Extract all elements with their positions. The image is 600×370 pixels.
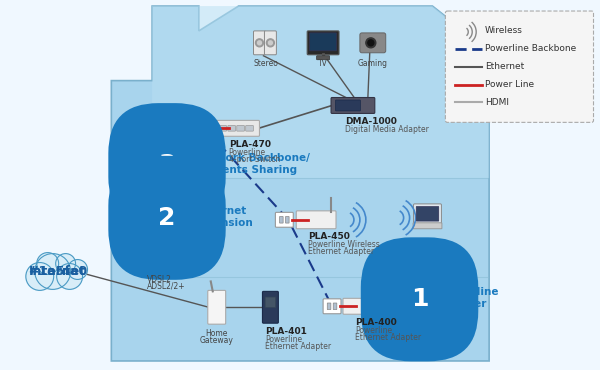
FancyBboxPatch shape (333, 303, 337, 310)
FancyBboxPatch shape (265, 297, 275, 307)
Circle shape (37, 253, 59, 275)
Text: PLA-401: PLA-401 (265, 327, 307, 336)
Text: #1a5fa0: #1a5fa0 (28, 265, 87, 278)
Text: 1: 1 (411, 287, 428, 311)
Text: Powerline: Powerline (229, 148, 266, 157)
FancyBboxPatch shape (407, 280, 430, 300)
Text: Contents Sharing: Contents Sharing (195, 165, 297, 175)
FancyBboxPatch shape (286, 216, 289, 223)
FancyBboxPatch shape (219, 125, 226, 131)
FancyBboxPatch shape (392, 283, 404, 309)
Text: Home: Home (206, 329, 228, 338)
FancyBboxPatch shape (317, 56, 329, 60)
FancyBboxPatch shape (208, 290, 226, 324)
FancyBboxPatch shape (416, 206, 439, 221)
Text: VDSL2: VDSL2 (147, 275, 172, 284)
FancyBboxPatch shape (360, 33, 386, 53)
Text: Network Backbone/: Network Backbone/ (195, 153, 310, 163)
FancyBboxPatch shape (331, 98, 375, 114)
Text: Powerline Backbone: Powerline Backbone (485, 44, 577, 53)
Text: Gaming: Gaming (358, 59, 388, 68)
Text: TV: TV (318, 59, 328, 68)
FancyBboxPatch shape (206, 125, 209, 132)
FancyBboxPatch shape (310, 33, 337, 51)
Circle shape (68, 260, 88, 279)
Text: 4-port Switch: 4-port Switch (229, 155, 280, 164)
Text: ADSL2/2+: ADSL2/2+ (147, 282, 186, 291)
Circle shape (366, 38, 376, 48)
Circle shape (368, 40, 374, 46)
Text: Ethernet Adapter: Ethernet Adapter (308, 247, 374, 256)
FancyBboxPatch shape (296, 211, 336, 229)
FancyBboxPatch shape (445, 11, 593, 122)
FancyBboxPatch shape (413, 303, 424, 307)
FancyBboxPatch shape (343, 298, 377, 314)
FancyBboxPatch shape (307, 31, 339, 55)
Text: Ethernet: Ethernet (485, 62, 524, 71)
FancyBboxPatch shape (262, 291, 278, 323)
Text: 3: 3 (158, 153, 176, 177)
FancyBboxPatch shape (246, 125, 253, 131)
Text: Ethernet Adapter: Ethernet Adapter (355, 333, 421, 342)
Text: Power Line: Power Line (485, 80, 534, 89)
FancyBboxPatch shape (200, 125, 203, 132)
Text: 2: 2 (158, 206, 176, 230)
Text: PLA-450: PLA-450 (308, 232, 350, 241)
FancyBboxPatch shape (214, 120, 259, 136)
FancyBboxPatch shape (228, 125, 235, 131)
FancyBboxPatch shape (335, 100, 361, 111)
FancyBboxPatch shape (254, 31, 265, 55)
Text: Powerline: Powerline (440, 287, 499, 297)
FancyBboxPatch shape (280, 216, 283, 223)
Circle shape (35, 253, 71, 289)
FancyBboxPatch shape (323, 299, 341, 314)
Circle shape (26, 263, 53, 290)
FancyBboxPatch shape (196, 121, 214, 136)
Text: Gateway: Gateway (200, 336, 233, 345)
Circle shape (268, 41, 272, 45)
Text: PLA-400: PLA-400 (355, 318, 397, 327)
Text: Ethernet: Ethernet (195, 206, 246, 216)
Text: Digital Media Adapter: Digital Media Adapter (345, 125, 429, 134)
Polygon shape (112, 6, 489, 361)
Text: PLA-470: PLA-470 (229, 140, 271, 149)
Circle shape (56, 263, 83, 289)
Circle shape (256, 39, 263, 47)
Text: Adapter: Adapter (440, 299, 488, 309)
FancyBboxPatch shape (265, 31, 277, 55)
Text: Ethernet Adapter: Ethernet Adapter (265, 342, 332, 351)
Text: Powerline: Powerline (355, 326, 392, 335)
FancyBboxPatch shape (407, 308, 426, 314)
Polygon shape (152, 6, 489, 178)
FancyBboxPatch shape (275, 212, 293, 227)
Text: Powerline Wireless: Powerline Wireless (308, 240, 380, 249)
Circle shape (56, 253, 76, 273)
FancyBboxPatch shape (409, 283, 428, 297)
Text: Wireless: Wireless (485, 26, 523, 36)
FancyBboxPatch shape (327, 303, 331, 310)
FancyBboxPatch shape (413, 223, 442, 229)
Text: Internet: Internet (29, 265, 86, 278)
Text: Stereo: Stereo (253, 59, 278, 68)
Text: Powerline: Powerline (265, 335, 302, 344)
FancyBboxPatch shape (413, 204, 442, 224)
Text: DMA-1000: DMA-1000 (345, 117, 397, 127)
Circle shape (266, 39, 274, 47)
Text: Extension: Extension (195, 218, 253, 228)
FancyBboxPatch shape (237, 125, 244, 131)
Text: HDMI: HDMI (485, 98, 509, 107)
Circle shape (257, 41, 262, 45)
